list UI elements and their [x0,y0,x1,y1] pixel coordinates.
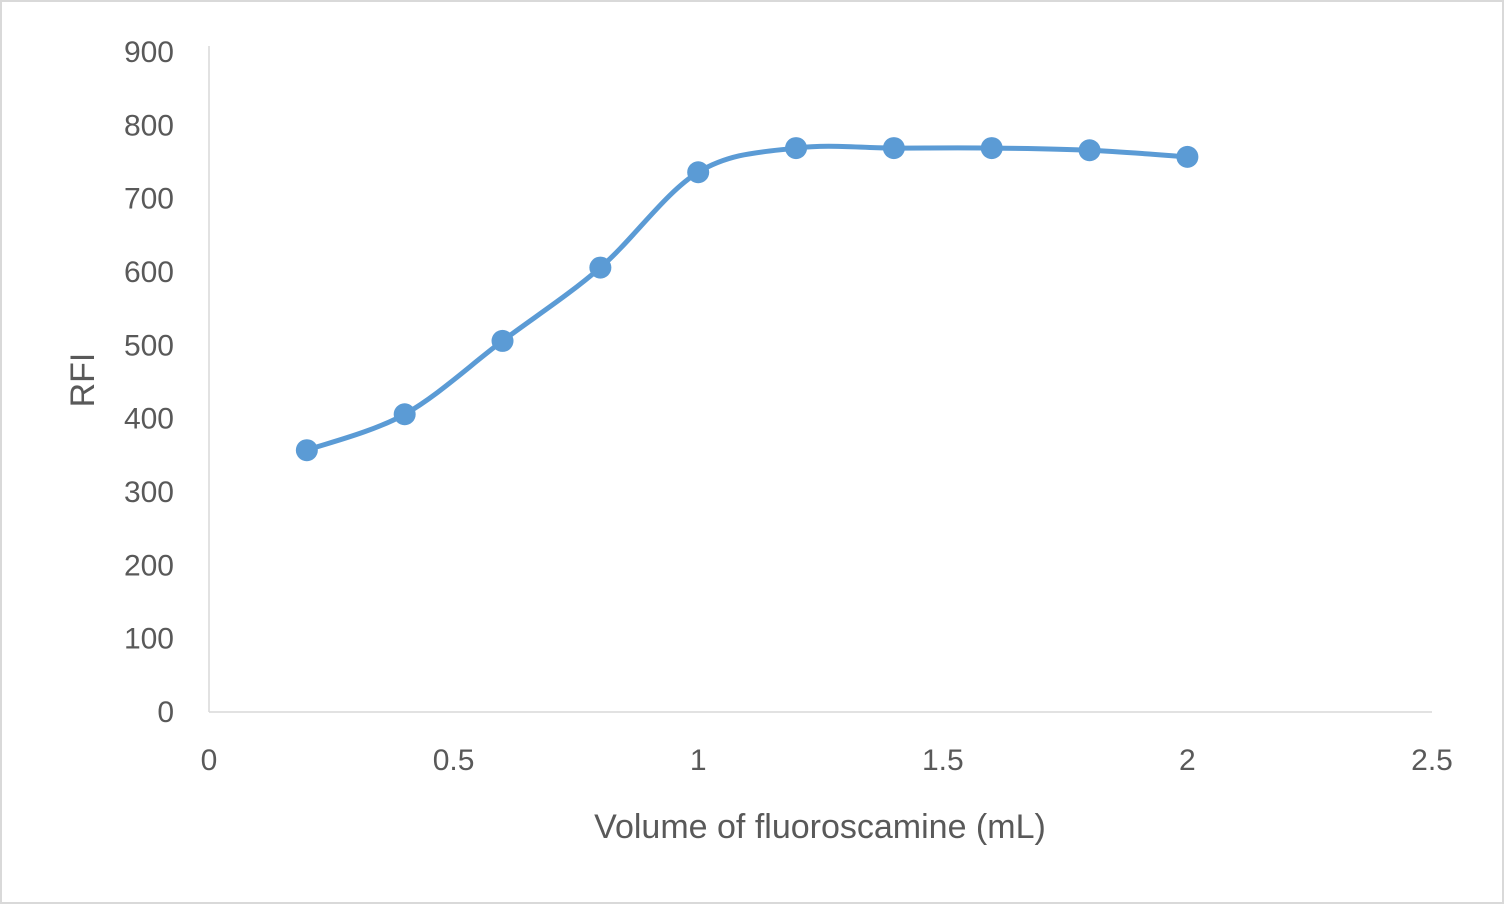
x-tick-label: 0.5 [433,744,475,777]
data-point [393,403,416,426]
y-tick-label: 0 [157,696,174,729]
x-axis-title: Volume of fluoroscamine (mL) [594,808,1046,846]
data-point [980,137,1003,160]
series-layer [295,137,1199,462]
y-tick-label: 600 [124,256,174,289]
x-tick-label: 1.5 [922,744,964,777]
data-point [1078,139,1101,162]
data-point [1176,145,1199,168]
data-point [295,439,318,462]
x-tick-label: 2 [1179,744,1196,777]
y-tick-label: 200 [124,549,174,582]
y-tick-label: 100 [124,623,174,656]
x-tick-labels: 0 0.5 1 1.5 2 2.5 [201,744,1453,777]
y-tick-label: 800 [124,109,174,142]
x-tick-label: 1 [690,744,707,777]
y-tick-label: 500 [124,329,174,362]
y-tick-label: 900 [124,36,174,69]
y-tick-label: 400 [124,403,174,436]
data-point [589,256,612,279]
data-point [491,329,514,352]
data-point [882,137,905,160]
y-tick-label: 300 [124,476,174,509]
data-point [785,137,808,160]
axes [208,46,1432,713]
y-tick-labels: 0 100 200 300 400 500 600 700 800 900 [124,36,174,729]
x-tick-label: 2.5 [1411,744,1453,777]
y-axis-title: RFI [64,353,102,408]
series-line [304,143,1190,453]
y-tick-label: 700 [124,183,174,216]
data-point [687,161,710,184]
x-tick-label: 0 [201,744,218,777]
